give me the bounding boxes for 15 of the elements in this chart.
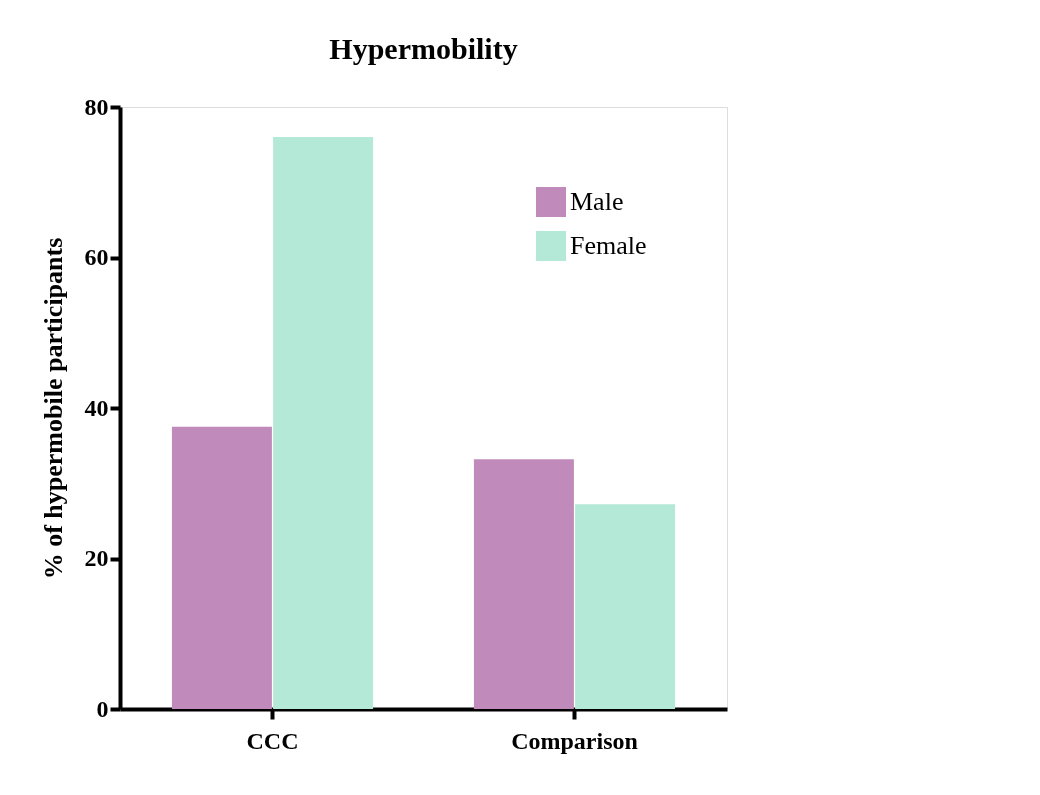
bar [171,426,272,709]
x-tick-label: Comparison [511,727,638,754]
legend-label: Male [570,187,624,216]
y-tick-label: 0 [96,695,109,722]
y-axis-title: % of hypermobile participants [38,237,68,580]
bar [273,137,374,709]
y-tick-label: 20 [84,545,109,571]
bar [575,504,676,709]
y-tick-label: 80 [84,93,109,120]
chart-title: Hypermobility [329,32,518,65]
y-tick-label: 40 [84,394,109,421]
x-tick-label: CCC [246,727,299,754]
y-tick-label: 60 [84,244,109,270]
legend-label: Female [570,231,647,260]
bar [473,459,574,709]
